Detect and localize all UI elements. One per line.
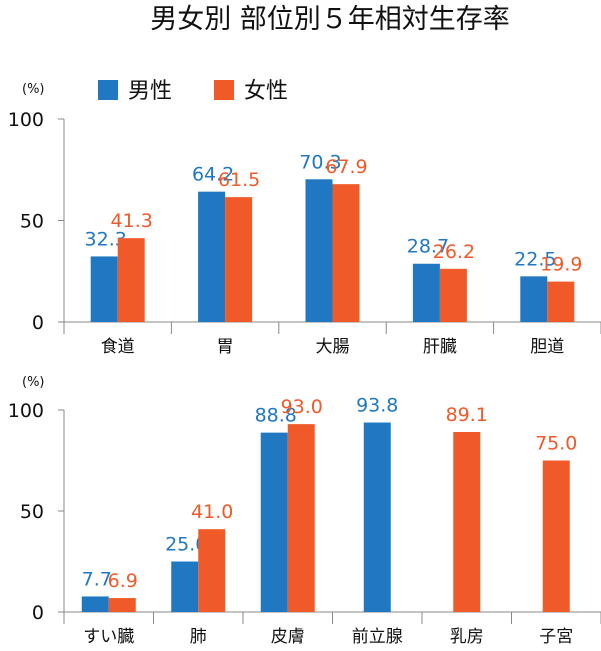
data-label: 6.9: [108, 570, 138, 592]
category-label: 胆道: [530, 337, 564, 357]
data-label: 89.1: [446, 404, 488, 426]
data-label: 41.3: [111, 210, 153, 232]
y-tick-label: 100: [8, 109, 44, 131]
bar-female: [542, 460, 570, 612]
y-unit-label: (%): [22, 375, 45, 390]
bar-female: [439, 268, 467, 322]
category-label: 肺: [190, 627, 207, 647]
data-label: 41.0: [191, 501, 233, 523]
chart-panel-other: (%) 0 50 100 すい臓 7.76.9 肺 25.0 41.0 皮膚 88.893.0 前立腺…: [8, 375, 601, 647]
bar-male: [260, 432, 288, 612]
bar-male: [520, 276, 548, 322]
bar-male: [305, 179, 333, 322]
bar-male: [363, 422, 391, 612]
chart-title: 男女別 部位別５年相対生存率: [150, 4, 510, 35]
data-label: 19.9: [540, 254, 582, 276]
data-label: 32.3: [85, 228, 127, 250]
bar-female: [108, 598, 136, 612]
data-label: 70.3: [299, 151, 341, 173]
data-label: 75.0: [535, 433, 577, 455]
bar-male: [412, 263, 440, 322]
data-label: 7.7: [82, 568, 112, 590]
legend-swatch-male: [98, 80, 118, 100]
y-tick-label: 0: [32, 602, 44, 624]
bar-female: [225, 197, 253, 322]
chart-panel-digestive: (%) 0 50 100 食道 32.341.3 胃 64.261.5 大腸 70.367.9 肝臓…: [8, 82, 601, 357]
bar-female: [198, 529, 226, 612]
data-label: 93.0: [281, 396, 323, 418]
category-label: 皮膚: [271, 627, 305, 647]
category-label: 食道: [101, 337, 135, 357]
bar-female: [332, 184, 360, 322]
legend: 男性 女性: [98, 79, 288, 104]
y-tick-label: 100: [8, 400, 44, 422]
category-label: 胃: [217, 337, 234, 357]
data-label: 28.7: [407, 236, 449, 258]
data-label: 88.8: [255, 405, 297, 427]
data-label: 22.5: [514, 248, 556, 270]
bar-female: [547, 281, 575, 322]
category-label: 乳房: [450, 627, 484, 647]
bar-male: [171, 561, 199, 612]
y-tick-label: 50: [20, 501, 44, 523]
category-label: 子宮: [539, 627, 573, 647]
bar-female: [453, 432, 481, 612]
bar-male: [198, 191, 226, 322]
bar-female: [287, 424, 315, 612]
bar-female: [117, 238, 145, 322]
y-unit-label: (%): [22, 82, 45, 97]
data-label: 25.0: [165, 534, 207, 556]
category-label: 大腸: [316, 337, 350, 357]
legend-swatch-female: [214, 80, 234, 100]
category-label: 前立腺: [352, 627, 403, 647]
legend-label-male: 男性: [128, 79, 172, 104]
data-label: 61.5: [218, 169, 260, 191]
legend-label-female: 女性: [244, 79, 288, 104]
y-tick-label: 0: [32, 312, 44, 334]
data-label: 26.2: [433, 241, 475, 263]
data-label: 67.9: [325, 156, 367, 178]
category-label: 肝臓: [423, 337, 457, 357]
category-label: すい臓: [83, 627, 134, 647]
bar-male: [90, 256, 118, 322]
y-tick-label: 50: [20, 211, 44, 233]
data-label: 93.8: [356, 395, 398, 417]
bar-male: [81, 596, 109, 612]
data-label: 64.2: [192, 164, 234, 186]
